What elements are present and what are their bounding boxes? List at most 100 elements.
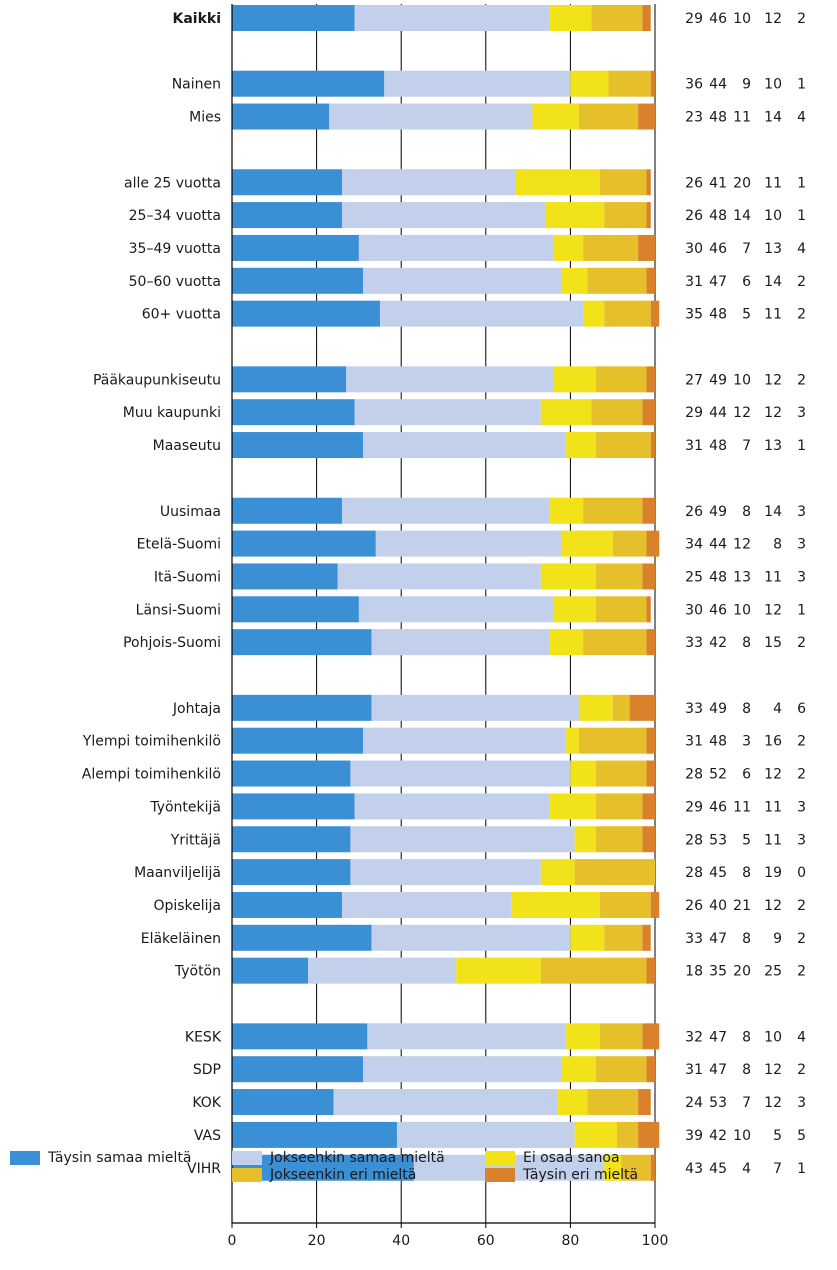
bar-segment xyxy=(642,793,655,820)
bar-segment xyxy=(341,891,512,918)
legend-swatch xyxy=(485,1168,515,1182)
bar-segment xyxy=(549,5,592,31)
bar-segment xyxy=(600,169,647,196)
bar-segment xyxy=(363,432,567,459)
value-label: 7 xyxy=(773,1161,782,1177)
value-label: 21 xyxy=(733,898,751,914)
value-label: 7 xyxy=(742,438,751,454)
bar-segment xyxy=(612,694,630,721)
value-label: 11 xyxy=(733,799,751,815)
value-label: 1 xyxy=(797,208,806,224)
bar-segment xyxy=(549,793,596,820)
bar-segment xyxy=(561,530,613,557)
bar-segment xyxy=(557,1089,588,1116)
value-label: 11 xyxy=(764,307,782,323)
bar-segment xyxy=(232,891,342,918)
bar-segment xyxy=(232,596,359,623)
value-label: 12 xyxy=(733,405,751,421)
value-label: 26 xyxy=(685,208,703,224)
value-label: 43 xyxy=(685,1161,703,1177)
bar-segment xyxy=(642,1023,660,1050)
bar-segment xyxy=(232,234,359,261)
bar-segment xyxy=(638,103,655,130)
value-label: 10 xyxy=(733,1128,751,1144)
legend-item-taysin-eri: Täysin eri mieltä xyxy=(485,1167,638,1183)
bar-segment xyxy=(363,727,567,754)
value-label: 42 xyxy=(709,1128,727,1144)
bar-segment xyxy=(642,5,651,31)
row-label: Työtön xyxy=(174,964,221,980)
bar-segment xyxy=(570,70,609,97)
value-label: 12 xyxy=(764,898,782,914)
bar-segment xyxy=(587,1089,639,1116)
bar-segment xyxy=(650,1154,655,1181)
value-label: 4 xyxy=(773,701,782,717)
bar-segment xyxy=(341,169,516,196)
bar-segment xyxy=(549,497,584,524)
bar-segment xyxy=(638,234,655,261)
value-label: 45 xyxy=(709,1161,727,1177)
value-label: 44 xyxy=(709,537,727,553)
bar-segment xyxy=(583,629,647,656)
value-label: 2 xyxy=(797,274,806,290)
value-label: 1 xyxy=(797,175,806,191)
bar-segment xyxy=(308,957,457,984)
value-label: 39 xyxy=(685,1128,703,1144)
bar-segment xyxy=(629,694,655,721)
bar-segment xyxy=(646,1056,655,1083)
row-label: Uusimaa xyxy=(160,504,221,520)
bar-segment xyxy=(591,5,643,31)
bar-segment xyxy=(553,596,596,623)
value-label: 48 xyxy=(709,307,727,323)
bar-segment xyxy=(553,366,596,393)
value-label: 11 xyxy=(764,799,782,815)
bar-segment xyxy=(650,891,660,918)
bar-segment xyxy=(604,924,643,951)
bar-segment xyxy=(612,530,647,557)
value-label: 20 xyxy=(733,175,751,191)
bar-segment xyxy=(232,1056,364,1083)
bar-segment xyxy=(604,300,651,327)
bar-segment xyxy=(595,793,643,820)
value-label: 49 xyxy=(709,504,727,520)
bar-segment xyxy=(515,169,601,196)
row-label: alle 25 vuotta xyxy=(124,175,221,191)
bar-segment xyxy=(354,399,541,426)
value-label: 46 xyxy=(709,602,727,618)
bar-segment xyxy=(396,1121,575,1148)
value-label: 10 xyxy=(764,1029,782,1045)
value-label: 4 xyxy=(797,241,806,257)
bar-segment xyxy=(591,399,643,426)
value-label: 1 xyxy=(797,1161,806,1177)
value-label: 2 xyxy=(797,635,806,651)
bar-segment xyxy=(646,202,651,229)
value-label: 25 xyxy=(685,569,703,585)
bar-segment xyxy=(578,727,647,754)
bar-segment xyxy=(232,169,342,196)
bar-segment xyxy=(570,760,596,787)
bar-segment xyxy=(540,957,647,984)
bar-segment xyxy=(341,497,550,524)
value-label: 8 xyxy=(742,701,751,717)
bar-segment xyxy=(646,366,655,393)
bar-segment xyxy=(545,202,605,229)
legend-item-jokseenkin-samaa: Jokseenkin samaa mieltä xyxy=(232,1150,445,1166)
bar-segment xyxy=(650,300,660,327)
row-label: KOK xyxy=(192,1095,221,1111)
value-label: 4 xyxy=(742,1161,751,1177)
value-label: 16 xyxy=(764,734,782,750)
value-label: 46 xyxy=(709,241,727,257)
bar-segment xyxy=(561,267,588,294)
legend-item-taysin-samaa: Täysin samaa mieltä xyxy=(10,1150,192,1166)
row-label: VIHR xyxy=(187,1161,221,1177)
value-label: 14 xyxy=(764,504,782,520)
bar-segment xyxy=(650,70,655,97)
bar-segment xyxy=(578,694,613,721)
bar-segment xyxy=(232,202,342,229)
bar-segment xyxy=(595,366,647,393)
row-label: Itä-Suomi xyxy=(154,569,221,585)
row-label: Opiskelija xyxy=(153,898,221,914)
x-tick-label: 0 xyxy=(228,1233,237,1249)
value-label: 2 xyxy=(797,734,806,750)
